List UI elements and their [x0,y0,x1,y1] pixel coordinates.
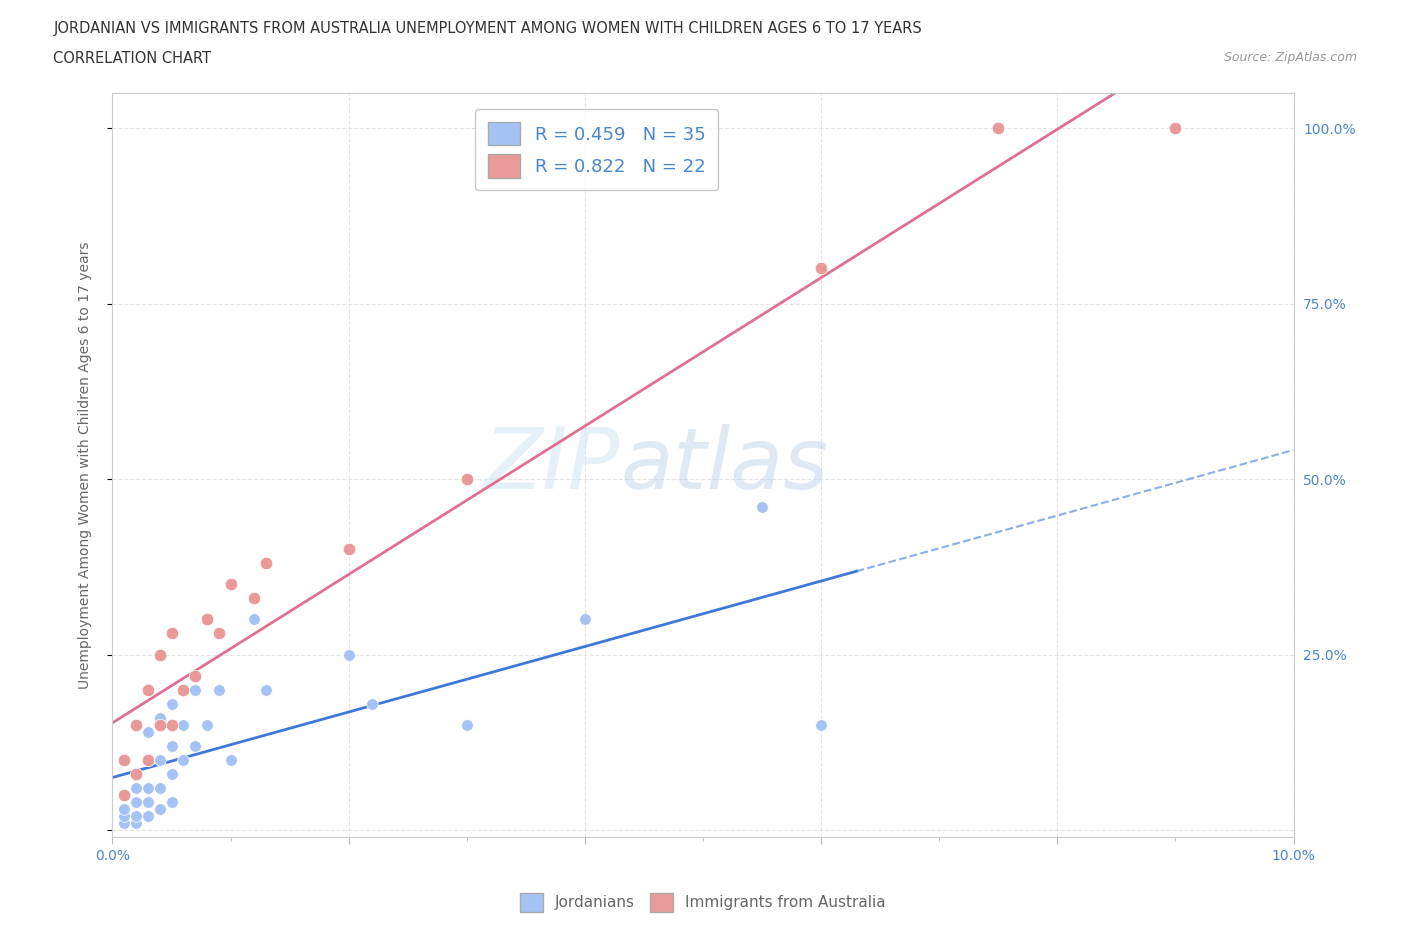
Point [160,794,183,809]
Point [243,612,266,627]
Point [149,752,172,767]
Text: ZIP: ZIP [484,423,620,507]
Point [337,542,360,557]
Point [172,683,194,698]
Point [456,717,478,732]
Point [184,668,207,683]
Point [149,647,172,662]
Point [149,717,172,732]
Point [160,697,183,711]
Point [160,766,183,781]
Point [184,683,207,698]
Point [125,780,148,795]
Point [337,647,360,662]
Point [136,808,159,823]
Point [136,752,159,767]
Y-axis label: Unemployment Among Women with Children Ages 6 to 17 years: Unemployment Among Women with Children A… [77,241,91,689]
Point [456,472,478,486]
Point [195,717,218,732]
Point [112,788,135,803]
Point [219,577,242,591]
Point [184,738,207,753]
Point [219,752,242,767]
Point [125,794,148,809]
Point [195,612,218,627]
Point [149,802,172,817]
Point [208,683,231,698]
Point [136,794,159,809]
Point [149,711,172,725]
Text: JORDANIAN VS IMMIGRANTS FROM AUSTRALIA UNEMPLOYMENT AMONG WOMEN WITH CHILDREN AG: JORDANIAN VS IMMIGRANTS FROM AUSTRALIA U… [53,21,922,36]
Point [751,499,773,514]
Point [112,802,135,817]
Point [208,626,231,641]
Point [254,556,277,571]
Point [574,612,596,627]
Point [1164,121,1187,136]
Point [172,717,194,732]
Point [254,683,277,698]
Text: Source: ZipAtlas.com: Source: ZipAtlas.com [1223,51,1357,64]
Point [112,816,135,830]
Point [112,752,135,767]
Point [172,752,194,767]
Point [987,121,1010,136]
Point [136,752,159,767]
Text: CORRELATION CHART: CORRELATION CHART [53,51,211,66]
Point [160,738,183,753]
Legend: Jordanians, Immigrants from Australia: Jordanians, Immigrants from Australia [513,887,893,918]
Point [810,717,832,732]
Point [125,816,148,830]
Point [243,591,266,605]
Point [136,683,159,698]
Point [112,808,135,823]
Point [136,780,159,795]
Point [125,717,148,732]
Legend: R = 0.459   N = 35, R = 0.822   N = 22: R = 0.459 N = 35, R = 0.822 N = 22 [475,110,718,190]
Point [160,626,183,641]
Text: atlas: atlas [620,423,828,507]
Point [160,717,183,732]
Point [810,261,832,276]
Point [361,697,384,711]
Point [125,766,148,781]
Point [136,724,159,739]
Point [125,808,148,823]
Point [149,780,172,795]
